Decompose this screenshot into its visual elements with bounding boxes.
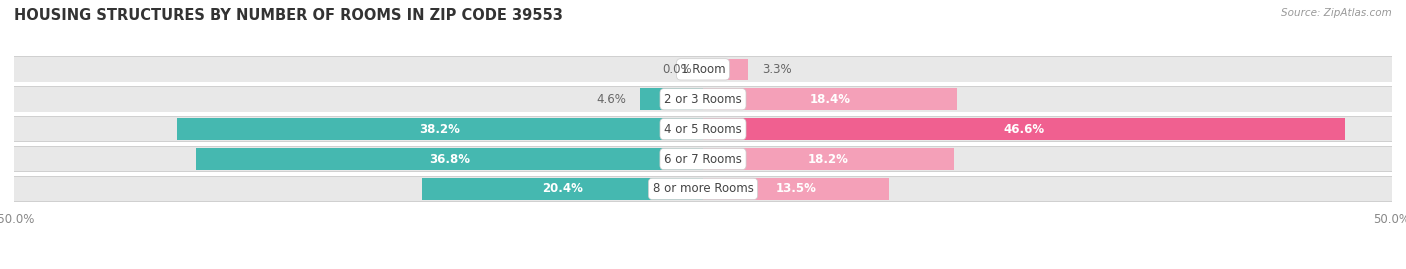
Bar: [195, 148, 703, 170]
Text: 4.6%: 4.6%: [596, 93, 626, 106]
Text: 13.5%: 13.5%: [776, 182, 817, 195]
Text: 20.4%: 20.4%: [543, 182, 583, 195]
Bar: [703, 118, 1346, 140]
Bar: [14, 147, 1392, 171]
Text: 38.2%: 38.2%: [419, 123, 460, 136]
Text: 8 or more Rooms: 8 or more Rooms: [652, 182, 754, 195]
Text: 4 or 5 Rooms: 4 or 5 Rooms: [664, 123, 742, 136]
Text: 18.2%: 18.2%: [808, 153, 849, 165]
Bar: [14, 87, 1392, 112]
Bar: [177, 118, 703, 140]
Bar: [14, 57, 1392, 82]
Bar: [703, 178, 889, 200]
Text: Source: ZipAtlas.com: Source: ZipAtlas.com: [1281, 8, 1392, 18]
Bar: [14, 176, 1392, 202]
Bar: [14, 116, 1392, 142]
Bar: [703, 59, 748, 80]
Bar: [14, 117, 1392, 141]
Bar: [14, 86, 1392, 112]
Text: 46.6%: 46.6%: [1004, 123, 1045, 136]
Text: 2 or 3 Rooms: 2 or 3 Rooms: [664, 93, 742, 106]
Bar: [14, 56, 1392, 82]
Bar: [703, 89, 956, 110]
Text: 18.4%: 18.4%: [810, 93, 851, 106]
Text: 6 or 7 Rooms: 6 or 7 Rooms: [664, 153, 742, 165]
Bar: [640, 89, 703, 110]
Text: 36.8%: 36.8%: [429, 153, 470, 165]
Bar: [14, 176, 1392, 201]
Bar: [14, 146, 1392, 172]
Text: HOUSING STRUCTURES BY NUMBER OF ROOMS IN ZIP CODE 39553: HOUSING STRUCTURES BY NUMBER OF ROOMS IN…: [14, 8, 562, 23]
Text: 3.3%: 3.3%: [762, 63, 792, 76]
Bar: [703, 148, 953, 170]
Bar: [422, 178, 703, 200]
Text: 0.0%: 0.0%: [662, 63, 692, 76]
Text: 1 Room: 1 Room: [681, 63, 725, 76]
